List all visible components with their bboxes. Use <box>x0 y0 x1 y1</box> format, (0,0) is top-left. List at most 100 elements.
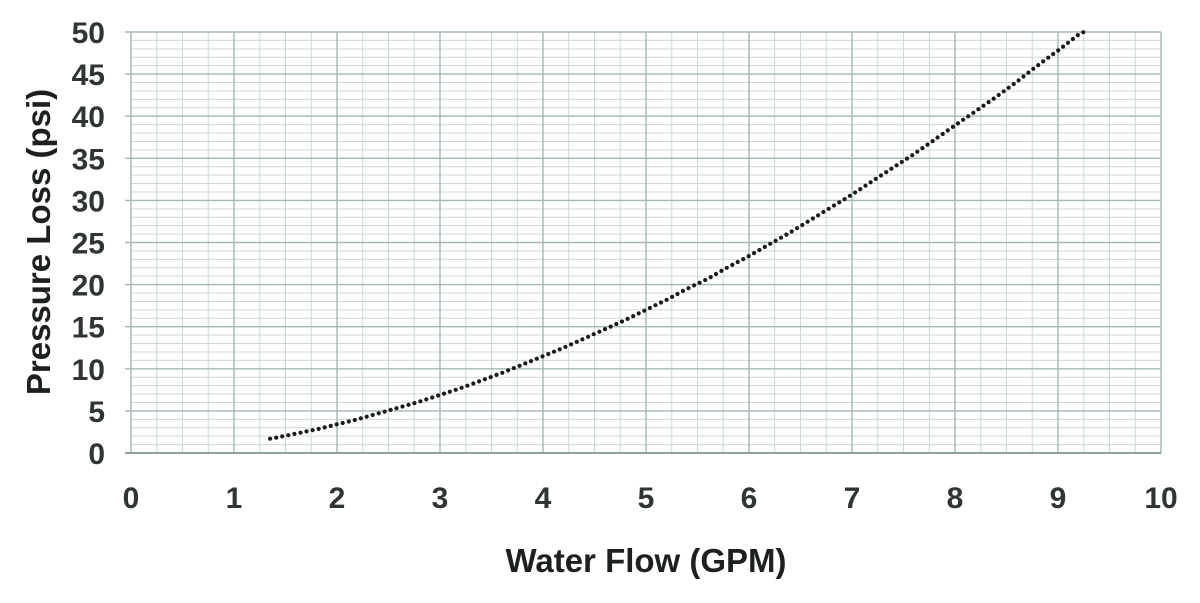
data-point-dot <box>1016 78 1021 83</box>
y-tick-label: 50 <box>72 17 105 50</box>
data-point-dot <box>631 314 636 319</box>
x-tick-label: 4 <box>535 482 552 515</box>
data-point-dot <box>778 235 784 240</box>
data-point-dot <box>586 334 591 339</box>
data-point-dot <box>636 311 641 316</box>
data-point-dot <box>412 401 417 406</box>
data-point-dot <box>762 244 767 249</box>
data-point-dot <box>1046 55 1051 60</box>
data-point-dot <box>477 379 482 384</box>
data-point-dot <box>658 300 664 305</box>
data-point-dot <box>358 416 363 421</box>
data-point-dot <box>884 170 889 175</box>
data-point-dot <box>1011 81 1016 87</box>
data-point-dot <box>602 327 608 332</box>
x-tick-label: 9 <box>1050 482 1067 515</box>
data-point-dot <box>730 262 735 267</box>
data-point-dot <box>430 395 435 400</box>
data-point-dot <box>697 280 702 285</box>
data-point-dot <box>608 324 613 329</box>
data-point-dot <box>915 149 920 154</box>
data-point-dot <box>546 351 551 357</box>
data-point-dot <box>523 361 528 366</box>
data-point-dot <box>328 423 333 428</box>
data-point-dot <box>873 176 878 181</box>
x-tick-label: 1 <box>226 482 243 515</box>
data-point-dot <box>591 332 596 337</box>
data-point-dot <box>784 232 789 237</box>
y-tick-label: 25 <box>72 228 105 261</box>
data-point-dot <box>471 381 476 386</box>
data-point-dot <box>945 128 950 133</box>
data-point-dot <box>889 166 894 171</box>
y-tick-label: 10 <box>72 354 105 387</box>
data-point-dot <box>406 402 411 407</box>
data-point-dot <box>1026 70 1031 75</box>
data-point-dot <box>930 139 935 144</box>
data-point-dot <box>465 383 470 388</box>
data-point-dot <box>459 385 464 390</box>
data-point-dot <box>1075 33 1080 38</box>
data-point-dot <box>563 344 568 349</box>
data-point-dot <box>400 404 405 409</box>
data-point-dot <box>920 146 925 151</box>
data-point-dot <box>322 425 327 430</box>
data-point-dot <box>534 356 539 361</box>
data-point-dot <box>274 435 279 440</box>
x-tick-label: 6 <box>741 482 758 515</box>
data-point-dot <box>858 187 863 192</box>
data-point-dot <box>878 173 884 178</box>
data-point-dot <box>1001 89 1006 94</box>
data-point-dot <box>528 359 534 364</box>
y-axis-title: Pressure Loss (psi) <box>20 89 57 395</box>
data-point-dot <box>971 110 976 115</box>
y-tick-label: 40 <box>72 101 105 134</box>
data-point-dot <box>517 363 522 368</box>
y-tick-label: 20 <box>72 270 105 303</box>
data-point-dot <box>847 193 853 198</box>
data-point-dot <box>1006 85 1011 90</box>
data-point-dot <box>298 430 303 435</box>
y-tick-label: 0 <box>88 438 105 471</box>
data-point-dot <box>376 411 381 416</box>
data-point-dot <box>292 431 297 436</box>
x-tick-label: 5 <box>638 482 655 515</box>
data-point-dot <box>1056 48 1061 53</box>
data-point-dot <box>557 347 562 352</box>
data-point-dot <box>511 366 516 371</box>
data-point-dot <box>304 429 309 434</box>
y-tick-label: 30 <box>72 185 105 218</box>
data-point-dot <box>574 339 579 344</box>
data-point-dot <box>310 428 315 433</box>
x-axis-title: Water Flow (GPM) <box>505 542 786 579</box>
x-tick-label: 10 <box>1144 482 1177 515</box>
data-point-dot <box>899 159 904 165</box>
data-point-dot <box>346 419 351 424</box>
data-point-dot <box>597 329 602 334</box>
grid-major-layer <box>125 31 1162 454</box>
data-point-dot <box>794 226 800 231</box>
data-point-dot <box>773 238 778 243</box>
data-point-dot <box>986 100 991 105</box>
data-point-dot <box>647 305 653 311</box>
data-point-dot <box>996 92 1001 98</box>
data-point-dot <box>837 200 842 205</box>
data-point-dot <box>816 213 821 218</box>
data-point-dot <box>1031 66 1036 71</box>
data-point-dot <box>991 96 996 101</box>
data-point-dot <box>441 391 447 396</box>
data-point-dot <box>810 216 816 221</box>
data-point-dot <box>868 180 873 185</box>
data-point-dot <box>394 406 399 411</box>
data-point-dot <box>935 135 940 140</box>
x-tick-label: 0 <box>123 482 140 515</box>
data-point-dot <box>904 156 910 161</box>
data-point-dot <box>280 434 285 439</box>
data-point-dot <box>653 303 658 308</box>
data-point-dot <box>1065 40 1071 45</box>
data-point-dot <box>316 426 321 431</box>
x-tick-label: 2 <box>329 482 346 515</box>
data-point-dot <box>831 203 837 208</box>
data-point-dot <box>642 308 647 313</box>
data-point-dot <box>800 222 805 228</box>
